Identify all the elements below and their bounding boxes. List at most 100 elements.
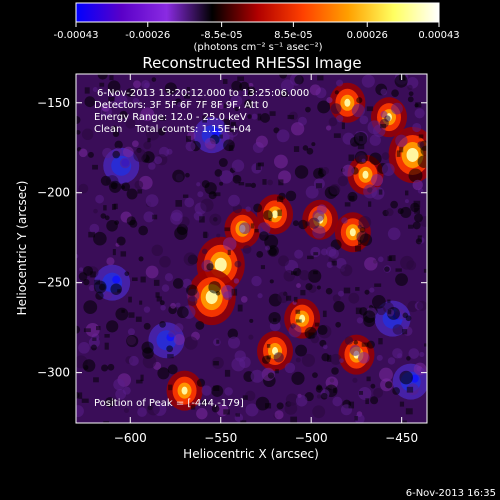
heat-speck xyxy=(389,255,396,262)
heat-cell xyxy=(113,94,128,109)
heat-cell xyxy=(161,284,170,292)
heat-speck xyxy=(182,194,189,198)
heat-cell xyxy=(408,91,414,97)
heat-cell xyxy=(127,328,136,336)
heat-speck xyxy=(92,164,98,170)
heat-cell xyxy=(333,300,345,313)
heat-cell xyxy=(317,100,331,114)
heat-cell xyxy=(151,244,163,257)
heat-cell xyxy=(419,351,425,358)
heat-cell xyxy=(145,126,160,141)
heat-cell xyxy=(392,387,400,395)
heat-cell xyxy=(93,231,107,246)
heat-cell xyxy=(125,88,135,97)
heat-cell xyxy=(290,122,305,136)
heat-speck xyxy=(223,119,231,126)
heat-cell xyxy=(167,364,178,375)
heat-cell xyxy=(358,215,372,229)
heat-speck xyxy=(424,343,427,347)
heat-cell xyxy=(157,127,166,136)
heat-speck xyxy=(418,134,424,139)
heat-cell xyxy=(145,265,159,279)
heat-cell xyxy=(120,185,126,190)
heat-speck xyxy=(237,304,243,312)
heat-cell xyxy=(302,145,309,151)
heat-cell xyxy=(279,74,288,79)
heat-cell xyxy=(112,150,121,159)
heat-cell xyxy=(122,386,131,395)
heat-cell xyxy=(358,386,372,401)
heat-cell xyxy=(351,103,366,118)
heat-speck xyxy=(104,342,109,350)
heat-cell xyxy=(134,180,144,190)
heat-cell xyxy=(137,407,147,417)
heat-speck xyxy=(223,409,230,415)
heat-speck xyxy=(406,386,414,393)
heat-cell xyxy=(251,275,262,287)
heat-cell xyxy=(361,158,366,163)
heat-speck xyxy=(167,354,174,359)
heat-cell xyxy=(247,91,253,96)
bright-source-core xyxy=(181,386,188,395)
heat-speck xyxy=(307,255,314,260)
heat-cell xyxy=(295,344,308,357)
heat-cell xyxy=(338,290,345,297)
y-tick-label: −200 xyxy=(37,186,70,200)
bright-source-core xyxy=(349,228,356,237)
heat-cell xyxy=(291,371,305,385)
heat-cell xyxy=(112,130,120,138)
heat-cell xyxy=(244,99,253,109)
heat-cell xyxy=(260,113,271,123)
colorbar-tick-label: -8.5e-05 xyxy=(201,30,243,41)
x-tick-label: −600 xyxy=(114,431,147,445)
heat-cell xyxy=(227,336,241,349)
heat-cell xyxy=(138,225,149,236)
heat-cell xyxy=(399,370,413,385)
heat-cell xyxy=(99,283,106,291)
heat-cell xyxy=(387,227,401,241)
x-tick-label: −500 xyxy=(295,431,328,445)
heat-cell xyxy=(79,267,84,272)
heat-cell xyxy=(185,172,190,178)
heat-cell xyxy=(420,368,426,373)
heat-cell xyxy=(76,116,81,124)
annotation-energy-range: Energy Range: 12.0 - 25.0 keV xyxy=(94,112,247,123)
heat-cell xyxy=(233,278,240,284)
heat-speck xyxy=(333,133,341,138)
heat-cell xyxy=(273,352,284,363)
heat-cell xyxy=(221,284,235,298)
heat-cell xyxy=(353,340,358,345)
heat-cell xyxy=(111,125,118,131)
heat-speck xyxy=(135,316,142,322)
heat-speck xyxy=(103,205,107,211)
heat-cell xyxy=(267,179,273,186)
heat-speck xyxy=(268,217,272,222)
heat-cell xyxy=(416,365,423,372)
heat-cell xyxy=(160,304,166,311)
heat-cell xyxy=(342,164,355,177)
heat-cell xyxy=(78,183,89,194)
heat-speck xyxy=(399,401,405,407)
heat-speck xyxy=(387,299,391,303)
heat-cell xyxy=(124,271,130,277)
heat-cell xyxy=(164,82,177,95)
heat-cell xyxy=(92,87,98,92)
heat-cell xyxy=(154,156,163,165)
heat-cell xyxy=(164,273,174,282)
heat-cell xyxy=(104,215,110,221)
heat-speck xyxy=(399,146,404,153)
heat-speck xyxy=(184,93,191,99)
heat-speck xyxy=(186,87,191,92)
heat-cell xyxy=(378,256,384,263)
heat-speck xyxy=(357,144,365,150)
bright-source-core xyxy=(406,147,419,162)
heat-cell xyxy=(251,113,258,120)
heat-cell xyxy=(325,287,333,295)
heat-cell xyxy=(249,318,254,323)
heat-cell xyxy=(312,225,326,239)
heat-speck xyxy=(357,239,362,246)
heat-cell xyxy=(143,141,152,150)
heat-cell xyxy=(144,82,150,89)
heat-cell xyxy=(336,79,344,87)
heat-cell xyxy=(356,317,364,324)
